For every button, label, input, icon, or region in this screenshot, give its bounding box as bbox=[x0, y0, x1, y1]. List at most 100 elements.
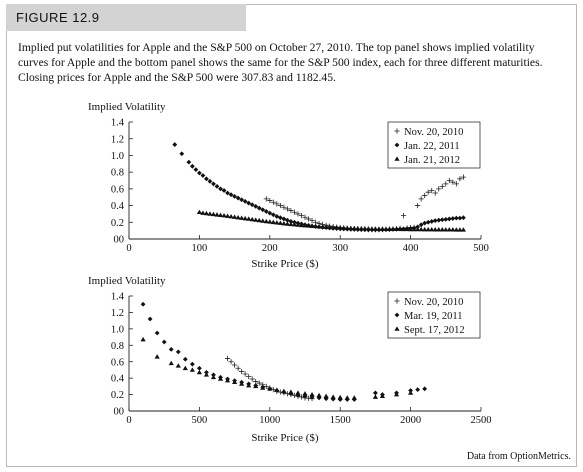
data-point bbox=[176, 363, 181, 367]
y-tick-label: 0.8 bbox=[111, 168, 124, 179]
data-point bbox=[208, 179, 213, 184]
data-point bbox=[243, 371, 248, 376]
y-tick-label: 0.4 bbox=[111, 201, 125, 212]
data-point bbox=[295, 390, 300, 394]
data-point bbox=[169, 361, 174, 365]
data-point bbox=[436, 186, 441, 191]
data-point bbox=[316, 393, 321, 397]
data-point bbox=[193, 167, 198, 172]
y-tick-label: 1.0 bbox=[111, 151, 124, 162]
data-point bbox=[331, 394, 336, 398]
x-tick-label: 2500 bbox=[471, 415, 492, 426]
y-tick-label: 0.8 bbox=[111, 341, 124, 352]
legend-entry: Jan. 22, 2011 bbox=[404, 141, 460, 152]
data-point bbox=[172, 142, 177, 147]
data-point bbox=[440, 184, 445, 189]
x-axis-label: Strike Price ($) bbox=[251, 432, 319, 444]
x-tick-label: 200 bbox=[262, 243, 278, 254]
data-point bbox=[176, 349, 181, 354]
data-point bbox=[461, 227, 466, 231]
data-point bbox=[246, 374, 251, 379]
legend-entry: Mar. 19, 2011 bbox=[404, 311, 463, 322]
y-axis-label: Implied Volatility bbox=[88, 275, 166, 287]
data-point bbox=[190, 362, 195, 367]
x-tick-label: 500 bbox=[473, 243, 489, 254]
y-axis-label: Implied Volatility bbox=[88, 101, 166, 113]
legend-entry: Jan. 21, 2012 bbox=[404, 155, 460, 166]
y-tick-label: 1.2 bbox=[111, 134, 124, 145]
data-point bbox=[215, 184, 220, 189]
data-point bbox=[190, 164, 195, 169]
data-point bbox=[415, 203, 420, 208]
y-tick-label: 1.0 bbox=[111, 324, 124, 335]
data-point bbox=[225, 356, 230, 361]
data-point bbox=[422, 193, 427, 198]
y-tick-label: 1.2 bbox=[111, 308, 124, 319]
data-point bbox=[288, 390, 293, 394]
data-point bbox=[186, 160, 191, 165]
sp500-volatility-panel: 00 0.2 0.4 0.6 0.8 1.0 1.2 1.4 0 500 1000 1500 2000 2… bbox=[88, 275, 492, 444]
legend-entry: Nov. 20, 2010 bbox=[404, 127, 463, 138]
data-point bbox=[190, 367, 195, 371]
data-point bbox=[429, 219, 434, 224]
y-tick-label: 00 bbox=[114, 407, 125, 418]
data-point bbox=[228, 359, 233, 364]
series-triangle bbox=[140, 337, 413, 400]
data-point bbox=[204, 176, 209, 181]
y-tick-label: 0.6 bbox=[111, 357, 124, 368]
data-point bbox=[232, 362, 237, 367]
data-point bbox=[201, 173, 206, 178]
data-point bbox=[461, 215, 466, 220]
data-point bbox=[345, 395, 350, 399]
series-triangle bbox=[197, 210, 466, 232]
data-point bbox=[197, 370, 202, 374]
data-point bbox=[309, 392, 314, 396]
x-tick-label: 500 bbox=[192, 415, 208, 426]
data-point bbox=[250, 376, 255, 381]
data-point bbox=[419, 196, 424, 201]
x-tick-label: 100 bbox=[192, 243, 208, 254]
data-point bbox=[179, 151, 184, 156]
data-point bbox=[155, 354, 160, 358]
y-tick-label: 0.4 bbox=[111, 374, 125, 385]
y-tick-label: 0.6 bbox=[111, 184, 124, 195]
data-point bbox=[415, 387, 420, 392]
data-point bbox=[433, 190, 438, 195]
x-tick-label: 2000 bbox=[400, 415, 421, 426]
data-point bbox=[373, 394, 378, 398]
x-tick-label: 400 bbox=[403, 243, 419, 254]
data-point bbox=[140, 337, 145, 341]
x-axis-label: Strike Price ($) bbox=[251, 258, 319, 270]
data-point bbox=[401, 213, 406, 218]
data-point bbox=[155, 331, 160, 336]
series-plus bbox=[225, 356, 315, 401]
x-tick-label: 0 bbox=[126, 243, 131, 254]
data-point bbox=[197, 171, 202, 176]
series-diamond bbox=[141, 302, 427, 402]
data-point bbox=[169, 347, 174, 352]
data-point bbox=[324, 394, 329, 398]
data-point bbox=[236, 366, 241, 371]
y-tick-label: 00 bbox=[114, 235, 125, 246]
y-tick-label: 0.2 bbox=[111, 390, 124, 401]
data-point bbox=[338, 395, 343, 399]
data-point bbox=[281, 389, 286, 393]
x-tick-label: 300 bbox=[332, 243, 348, 254]
legend-entry: Nov. 20, 2010 bbox=[404, 297, 463, 308]
data-point bbox=[302, 391, 307, 395]
data-point bbox=[211, 181, 216, 186]
data-point bbox=[183, 366, 188, 370]
x-tick-label: 1500 bbox=[330, 415, 351, 426]
legend-entry: Sept. 17, 2012 bbox=[404, 325, 465, 336]
data-point bbox=[183, 357, 188, 362]
data-source-credit: Data from OptionMetrics. bbox=[467, 451, 571, 462]
y-tick-label: 1.4 bbox=[111, 292, 125, 303]
data-point bbox=[443, 181, 448, 186]
data-point bbox=[148, 317, 153, 322]
data-point bbox=[141, 302, 146, 307]
x-tick-label: 1000 bbox=[259, 415, 280, 426]
data-point bbox=[352, 395, 357, 399]
y-tick-label: 1.4 bbox=[111, 118, 125, 129]
apple-volatility-panel: 00 0.2 0.4 0.6 0.8 1.0 1.2 1.4 0 100 200 300 400 500 I… bbox=[88, 101, 489, 270]
